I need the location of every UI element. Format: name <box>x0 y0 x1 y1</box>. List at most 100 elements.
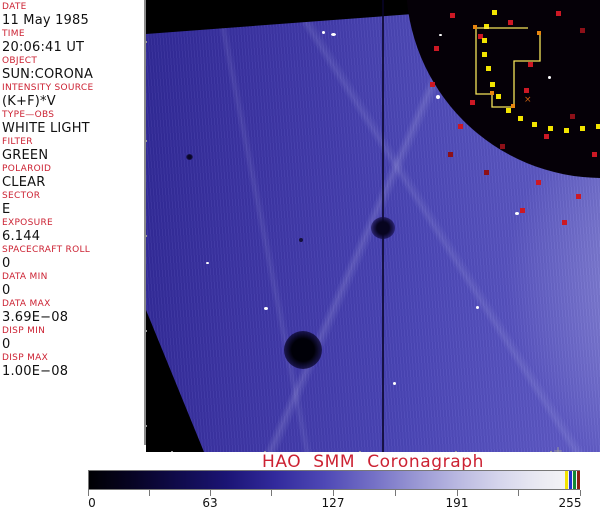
yellow-marker <box>496 94 501 99</box>
axis-tick <box>171 451 173 452</box>
red-marker <box>484 170 489 175</box>
red-marker <box>562 220 567 225</box>
colorbar-tick-label: 191 <box>445 496 469 510</box>
yellow-marker <box>596 124 600 129</box>
metadata-label: SPACECRAFT ROLL <box>2 245 91 255</box>
plot-title: HAO SMM Coronagraph <box>261 452 485 472</box>
yellow-marker <box>518 116 523 121</box>
metadata-value: 6.144 <box>2 229 41 244</box>
colorbar-tick-label: 255 <box>558 496 582 510</box>
yellow-marker <box>484 24 489 29</box>
metadata-field-time: TIME 20:06:41 UT <box>2 29 144 56</box>
bright-point <box>331 33 336 36</box>
bright-point <box>264 307 268 310</box>
colorbar-accent-stripe <box>569 471 572 489</box>
cross-marker-icon: × <box>524 95 532 105</box>
red-marker <box>500 144 505 149</box>
sidebar-divider <box>144 0 146 445</box>
yellow-marker <box>564 128 569 133</box>
axis-tick <box>146 41 147 43</box>
axis-tick <box>550 451 552 452</box>
colorbar-minor-tick <box>149 490 150 496</box>
colorbar-accent-stripe <box>565 471 568 489</box>
red-marker <box>544 134 549 139</box>
red-marker <box>570 114 575 119</box>
polygon-vertex-marker <box>511 104 515 108</box>
yellow-marker <box>548 126 553 131</box>
yellow-marker <box>506 108 511 113</box>
red-marker <box>520 208 525 213</box>
metadata-field-disp-min: DISP MIN 0 <box>2 326 144 353</box>
metadata-value: SUN:CORONA <box>2 67 94 82</box>
bright-point <box>476 306 479 309</box>
bright-point <box>515 212 519 215</box>
metadata-value: 11 May 1985 <box>2 13 89 28</box>
colorbar-gradient[interactable] <box>88 470 580 490</box>
yellow-marker <box>532 122 537 127</box>
metadata-label: FILTER <box>2 137 33 147</box>
dark-sphere-artifact <box>284 331 322 369</box>
bright-point <box>439 34 442 36</box>
red-marker <box>450 13 455 18</box>
polygon-vertex-marker <box>537 31 541 35</box>
colorbar-minor-tick <box>271 490 272 496</box>
colorbar-tick-label: 0 <box>88 496 96 510</box>
red-marker <box>576 194 581 199</box>
axis-tick <box>146 425 147 427</box>
metadata-value: E <box>2 202 11 217</box>
yellow-marker <box>486 66 491 71</box>
metadata-label: OBJECT <box>2 56 38 66</box>
polygon-vertex-marker <box>490 91 494 95</box>
metadata-field-date: DATE 11 May 1985 <box>2 2 144 29</box>
colorbar-tick <box>88 490 89 496</box>
metadata-label: SECTOR <box>2 191 41 201</box>
axis-tick <box>146 140 147 142</box>
red-marker <box>478 34 483 39</box>
metadata-field-data-max: DATA MAX 3.69E−08 <box>2 299 144 326</box>
colorbar-tick-label: 63 <box>202 496 218 510</box>
colorbar-tick <box>210 490 211 496</box>
axis-tick <box>146 235 147 237</box>
red-marker <box>434 46 439 51</box>
red-marker <box>592 152 597 157</box>
metadata-value: CLEAR <box>2 175 46 190</box>
bright-point <box>436 95 440 99</box>
metadata-label: TYPE—OBS <box>2 110 55 120</box>
metadata-value: (K+F)*V <box>2 94 56 109</box>
metadata-value: 20:06:41 UT <box>2 40 85 55</box>
metadata-label: DATA MAX <box>2 299 51 309</box>
metadata-label: TIME <box>2 29 25 39</box>
polygon-vertex-marker <box>473 25 477 29</box>
colorbar-tick <box>333 490 334 496</box>
yellow-marker <box>490 82 495 87</box>
red-marker <box>524 88 529 93</box>
yellow-marker <box>482 52 487 57</box>
metadata-field-filter: FILTER GREEN <box>2 137 144 164</box>
red-marker <box>556 11 561 16</box>
colorbar-tick-label: 127 <box>321 496 345 510</box>
metadata-label: DISP MAX <box>2 353 49 363</box>
red-marker <box>536 180 541 185</box>
colorbar-minor-tick <box>518 490 519 496</box>
colorbar[interactable] <box>88 470 580 490</box>
metadata-field-polaroid: POLAROID CLEAR <box>2 164 144 191</box>
metadata-field-sector: SECTOR E <box>2 191 144 218</box>
metadata-field-type-obs: TYPE—OBS WHITE LIGHT <box>2 110 144 137</box>
metadata-field-data-min: DATA MIN 0 <box>2 272 144 299</box>
axis-tick <box>359 451 361 452</box>
axis-tick <box>264 451 266 452</box>
metadata-value: WHITE LIGHT <box>2 121 90 136</box>
traced-feature-polygon <box>473 25 541 108</box>
metadata-label: DATA MIN <box>2 272 48 282</box>
yellow-marker <box>580 126 585 131</box>
metadata-field-intensity-source: INTENSITY SOURCE (K+F)*V <box>2 83 144 110</box>
metadata-label: DISP MIN <box>2 326 46 336</box>
metadata-value: GREEN <box>2 148 49 163</box>
red-marker <box>430 82 435 87</box>
metadata-field-spacecraft-roll: SPACECRAFT ROLL 0 <box>2 245 144 272</box>
yellow-marker <box>482 38 487 43</box>
coronagraph-image[interactable]: × + + <box>146 0 600 452</box>
red-marker <box>470 100 475 105</box>
red-marker <box>580 28 585 33</box>
axis-tick <box>455 451 457 452</box>
